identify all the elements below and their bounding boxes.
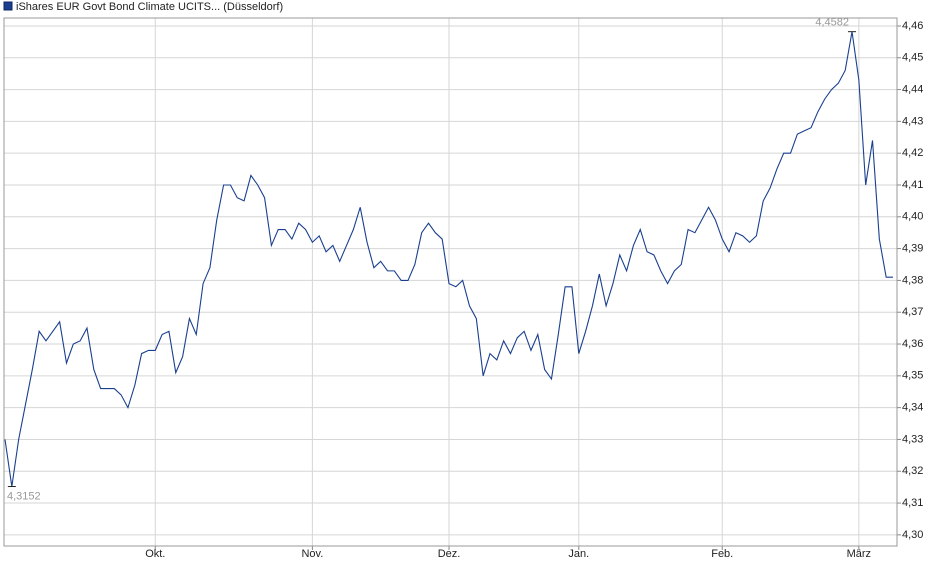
- extreme-label: 4,4582: [815, 17, 849, 29]
- y-tick-label: 4,43: [902, 115, 923, 127]
- x-tick-label: Dez.: [438, 548, 461, 560]
- x-tick-label: Nov.: [301, 548, 323, 560]
- y-tick-label: 4,45: [902, 52, 923, 64]
- y-tick-label: 4,36: [902, 338, 923, 350]
- x-tick-label: Feb.: [711, 548, 733, 560]
- legend-label: iShares EUR Govt Bond Climate UCITS... (…: [16, 1, 283, 13]
- y-tick-label: 4,40: [902, 211, 923, 223]
- y-tick-label: 4,35: [902, 370, 923, 382]
- extreme-label: 4,3152: [7, 490, 41, 502]
- y-tick-label: 4,31: [902, 497, 923, 509]
- x-tick-label: Jan.: [568, 548, 589, 560]
- legend-swatch: [3, 1, 13, 11]
- y-tick-label: 4,46: [902, 20, 923, 32]
- y-tick-label: 4,42: [902, 147, 923, 159]
- y-tick-label: 4,32: [902, 465, 923, 477]
- y-tick-label: 4,44: [902, 83, 923, 95]
- y-tick-label: 4,38: [902, 274, 923, 286]
- y-tick-label: 4,34: [902, 402, 923, 414]
- y-tick-label: 4,39: [902, 243, 923, 255]
- y-tick-label: 4,30: [902, 529, 923, 541]
- x-tick-label: März: [847, 548, 871, 560]
- price-line: [4, 31, 893, 487]
- x-tick-label: Okt.: [145, 548, 165, 560]
- y-tick-label: 4,37: [902, 306, 923, 318]
- y-tick-label: 4,33: [902, 433, 923, 445]
- y-tick-label: 4,41: [902, 179, 923, 191]
- plot-frame: [3, 17, 898, 547]
